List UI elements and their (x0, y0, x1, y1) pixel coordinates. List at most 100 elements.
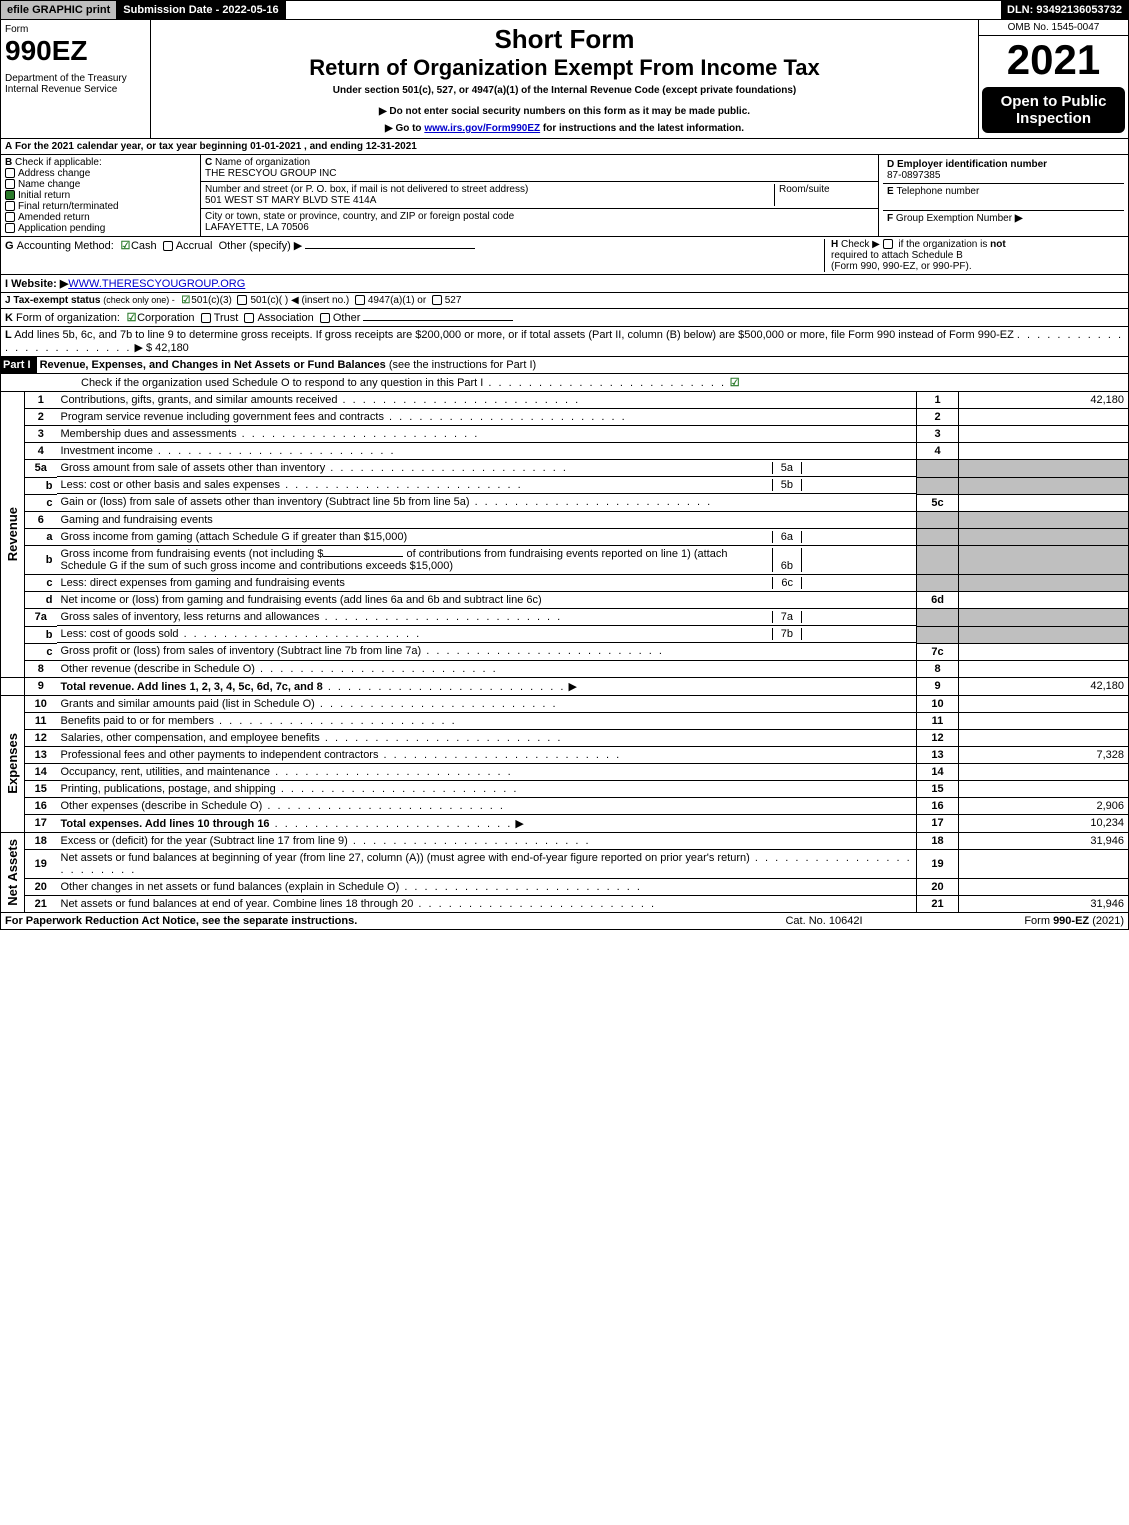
efile-print[interactable]: efile GRAPHIC print (1, 1, 117, 19)
i-label: Website: ▶ (11, 278, 68, 290)
cb-501c3[interactable]: ☑ (180, 295, 191, 306)
ln4-desc: Investment income (61, 445, 153, 457)
cb-501c[interactable] (237, 295, 247, 305)
ln18-desc: Excess or (deficit) for the year (Subtra… (61, 835, 348, 847)
irs-link[interactable]: www.irs.gov/Form990EZ (424, 123, 540, 134)
ln16-val: 2,906 (959, 797, 1129, 814)
short-form-title: Short Form (159, 24, 970, 55)
g-cash: Cash (131, 240, 157, 252)
page-footer: For Paperwork Reduction Act Notice, see … (0, 913, 1129, 930)
ln10-val (959, 695, 1129, 712)
cb-cash[interactable]: ☑ (120, 239, 131, 252)
line-a: A For the 2021 calendar year, or tax yea… (0, 139, 1129, 155)
section-c: C Name of organization THE RESCYOU GROUP… (201, 155, 878, 236)
label-a: A (5, 141, 12, 152)
ln5c-num: c (25, 494, 57, 511)
ln6a-m: 6a (772, 531, 802, 543)
h-not: not (990, 239, 1006, 250)
ln20-val (959, 878, 1129, 895)
cb-accrual[interactable] (163, 241, 173, 251)
ln14-num: 14 (25, 763, 57, 780)
ln6b-val (959, 546, 1129, 575)
side-netassets: Net Assets (5, 839, 20, 906)
ln9-val: 42,180 (959, 677, 1129, 695)
part-i-note: (see the instructions for Part I) (389, 359, 536, 371)
l-text: Add lines 5b, 6c, and 7b to line 9 to de… (14, 329, 1014, 341)
cb-corp[interactable]: ☑ (126, 311, 137, 324)
cb-amended[interactable] (5, 212, 15, 222)
note2-pre: ▶ Go to (385, 123, 424, 134)
ln12-rn: 12 (917, 729, 959, 746)
cb-h[interactable] (883, 239, 893, 249)
j-o1: 501(c)(3) (191, 295, 232, 306)
ln5c-val (959, 494, 1129, 511)
ln11-num: 11 (25, 712, 57, 729)
ln8-val (959, 660, 1129, 677)
label-b: B (5, 157, 12, 168)
form-label: Form (5, 24, 146, 35)
cb-trust[interactable] (201, 313, 211, 323)
ln5a-rn (917, 460, 959, 478)
d-label: Employer identification number (897, 159, 1047, 170)
h-pre: Check ▶ (841, 239, 880, 250)
ln14-val (959, 763, 1129, 780)
ln3-num: 3 (25, 426, 57, 443)
org-name: THE RESCYOU GROUP INC (205, 168, 337, 179)
cb-pending[interactable] (5, 223, 15, 233)
ln6c-num: c (25, 575, 57, 592)
cb-address-change[interactable] (5, 168, 15, 178)
org-street: 501 WEST ST MARY BLVD STE 414A (205, 195, 376, 206)
cb-final-return[interactable] (5, 201, 15, 211)
ln6b-num: b (25, 546, 57, 575)
cb-527[interactable] (432, 295, 442, 305)
ln11-val (959, 712, 1129, 729)
ln7a-m: 7a (772, 611, 802, 623)
ln2-desc: Program service revenue including govern… (61, 411, 384, 423)
dln: DLN: 93492136053732 (1001, 1, 1128, 19)
label-f: F (887, 213, 893, 224)
ln18-rn: 18 (917, 832, 959, 849)
ln6b-d1: Gross income from fundraising events (no… (61, 548, 324, 560)
c-city-label: City or town, state or province, country… (205, 211, 514, 222)
return-title: Return of Organization Exempt From Incom… (159, 55, 970, 81)
g-label: Accounting Method: (17, 240, 114, 252)
ln15-num: 15 (25, 780, 57, 797)
header-subtitle: Under section 501(c), 527, or 4947(a)(1)… (159, 85, 970, 96)
cb-name-change[interactable] (5, 179, 15, 189)
cb-other-org[interactable] (320, 313, 330, 323)
e-label: Telephone number (896, 186, 979, 197)
b-label: Check if applicable: (15, 157, 102, 168)
j-o4: 527 (445, 295, 462, 306)
ln6a-val (959, 528, 1129, 546)
h-line3: (Form 990, 990-EZ, or 990-PF). (831, 261, 972, 272)
ln13-rn: 13 (917, 746, 959, 763)
j-o2: 501(c)( ) ◀ (insert no.) (250, 295, 349, 306)
form-header: Form 990EZ Department of the Treasury In… (0, 20, 1129, 139)
ln7b-num: b (25, 626, 57, 643)
ln7c-num: c (25, 643, 57, 660)
f-label: Group Exemption Number (896, 213, 1012, 224)
label-e: E (887, 186, 894, 197)
ln5b-desc: Less: cost or other basis and sales expe… (61, 479, 281, 491)
ln17-rn: 17 (917, 814, 959, 832)
ln13-val: 7,328 (959, 746, 1129, 763)
label-i: I (5, 278, 8, 290)
line-l: L Add lines 5b, 6c, and 7b to line 9 to … (0, 327, 1129, 357)
website-link[interactable]: WWW.THERESCYOUGROUP.ORG (68, 278, 245, 290)
side-revenue: Revenue (5, 507, 20, 561)
ln9-num: 9 (25, 677, 57, 695)
opt-pending: Application pending (18, 223, 105, 234)
ln6-desc: Gaming and fundraising events (57, 511, 917, 528)
cb-assoc[interactable] (244, 313, 254, 323)
ln15-val (959, 780, 1129, 797)
line-a-text: For the 2021 calendar year, or tax year … (15, 141, 417, 152)
ln7b-rn (917, 626, 959, 643)
part-i-title: Revenue, Expenses, and Changes in Net As… (40, 359, 386, 371)
f-arrow: ▶ (1015, 213, 1023, 224)
k-label: Form of organization: (16, 312, 120, 324)
label-k: K (5, 312, 13, 324)
section-b: B Check if applicable: Address change Na… (1, 155, 201, 236)
cb-initial-return[interactable] (5, 190, 15, 200)
cb-schedule-o[interactable]: ☑ (729, 376, 740, 389)
cb-4947[interactable] (355, 295, 365, 305)
